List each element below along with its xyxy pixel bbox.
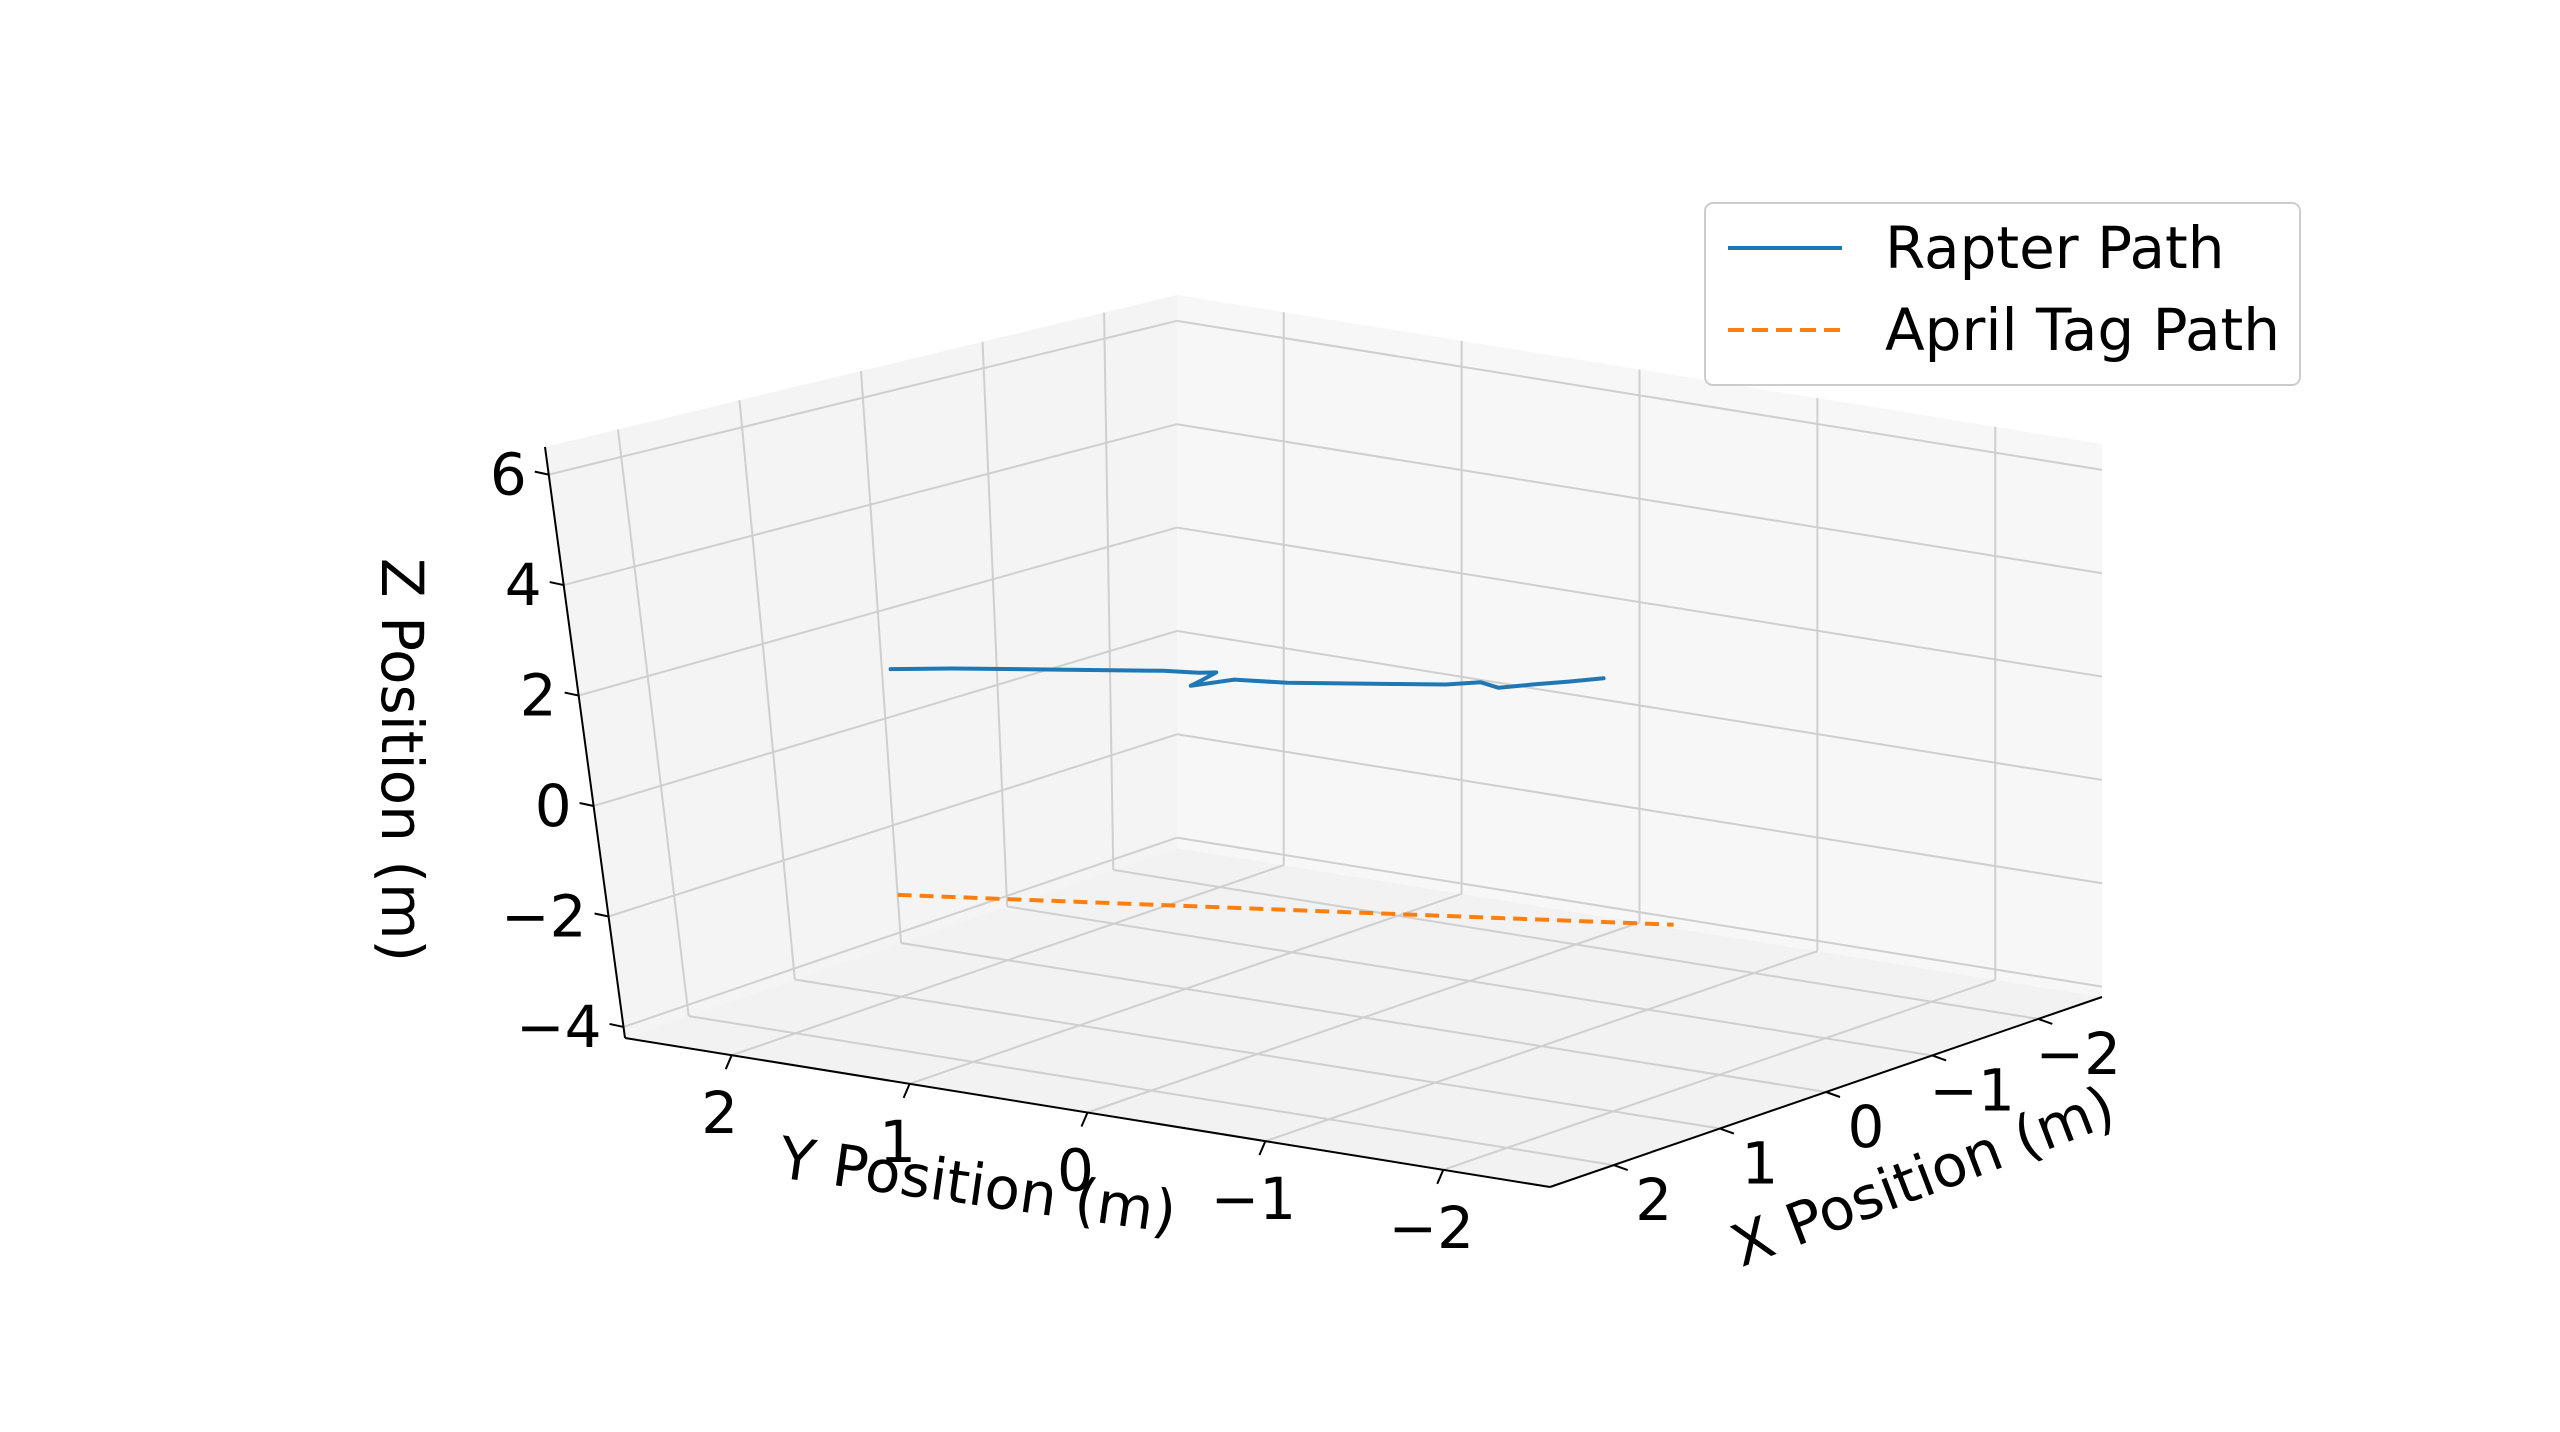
z-tick-mark <box>549 581 564 587</box>
gridline-back-wall-z <box>1176 836 2103 988</box>
gridline-floor-y <box>1265 950 1818 1143</box>
x-tick-label: −2 <box>2036 1020 2122 1088</box>
gridline-back-wall-z <box>1176 733 2103 885</box>
gridline-left-wall-z <box>593 629 1178 807</box>
z-tick-mark <box>534 470 549 476</box>
gridline-back-wall-z <box>1176 526 2103 678</box>
z-tick-label: −2 <box>501 882 587 950</box>
gridline-floor-y <box>731 864 1285 1057</box>
y-axis-title: Y Position (m) <box>774 1124 1180 1247</box>
y-tick-mark <box>1436 1169 1445 1185</box>
gridline-left-wall-z <box>623 836 1178 1028</box>
legend-label-apriltag: April Tag Path <box>1885 296 2280 364</box>
y-tick-label: −1 <box>1211 1165 1297 1233</box>
gridline-left-wall-z <box>578 526 1178 697</box>
gridline-back-wall-z <box>1176 319 2103 471</box>
z-tick-label: 6 <box>490 441 527 509</box>
z-tick-mark <box>579 802 594 807</box>
gridline-floor-y <box>1442 978 1996 1171</box>
x-tick-label: −1 <box>1929 1056 2015 1124</box>
gridline-left-wall-z <box>548 319 1178 476</box>
x-tick-mark <box>1931 1054 1947 1062</box>
series-line-april-tag-path <box>897 892 1674 927</box>
legend: Rapter Path April Tag Path <box>1704 202 2301 386</box>
x-tick-mark <box>2037 1017 2053 1025</box>
gridline-wall-x <box>616 429 690 1017</box>
left-wall-pane <box>545 295 1177 1038</box>
gridline-wall-x <box>738 400 796 980</box>
x-tick-label: 2 <box>1635 1166 1672 1234</box>
z-tick-label: 0 <box>535 772 572 840</box>
z-axis-line <box>544 446 626 1039</box>
axes-panes <box>545 295 2102 1187</box>
gridline-back-wall-z <box>1176 629 2103 781</box>
z-axis-title: Z Position (m) <box>368 558 436 962</box>
x-tick-label: 0 <box>1848 1093 1885 1161</box>
x-tick-mark <box>1825 1091 1841 1098</box>
z-tick-label: 4 <box>505 551 542 619</box>
y-tick-mark <box>724 1054 733 1070</box>
z-tick-mark <box>594 912 609 918</box>
y-tick-label: 1 <box>879 1108 916 1176</box>
gridline-floor-y <box>1087 921 1640 1114</box>
series-line-rapter-path <box>888 666 1606 690</box>
gridline-wall-x <box>1103 312 1115 870</box>
grid-lines <box>548 312 2103 1171</box>
y-tick-label: −2 <box>1389 1194 1475 1262</box>
y-tick-mark <box>1258 1140 1267 1156</box>
z-tick-label: −4 <box>516 993 602 1061</box>
legend-frame <box>1704 202 2301 386</box>
gridline-left-wall-z <box>563 423 1178 587</box>
gridline-wall-x <box>860 370 902 944</box>
x-tick-mark <box>1719 1127 1735 1135</box>
legend-label-rapter: Rapter Path <box>1885 214 2225 282</box>
tick-labels: 2 1 0 −1 −2 2 1 0 −1 −2 6 4 2 0 −2 −4 <box>490 441 2121 1262</box>
z-tick-label: 2 <box>520 662 557 730</box>
y-tick-mark <box>902 1083 911 1099</box>
z-tick-mark <box>564 691 579 697</box>
gridline-back-wall-z <box>1176 423 2103 575</box>
y-tick-label: 2 <box>701 1079 738 1147</box>
y-tick-label: 0 <box>1057 1137 1094 1205</box>
gridline-wall-x <box>981 341 1009 907</box>
x-tick-mark <box>1613 1164 1629 1172</box>
series-layer <box>888 666 1674 927</box>
y-tick-mark <box>1080 1112 1089 1127</box>
x-tick-label: 1 <box>1741 1130 1778 1198</box>
gridline-left-wall-z <box>608 733 1178 918</box>
z-tick-mark <box>609 1022 624 1028</box>
gridline-floor-y <box>909 892 1462 1085</box>
